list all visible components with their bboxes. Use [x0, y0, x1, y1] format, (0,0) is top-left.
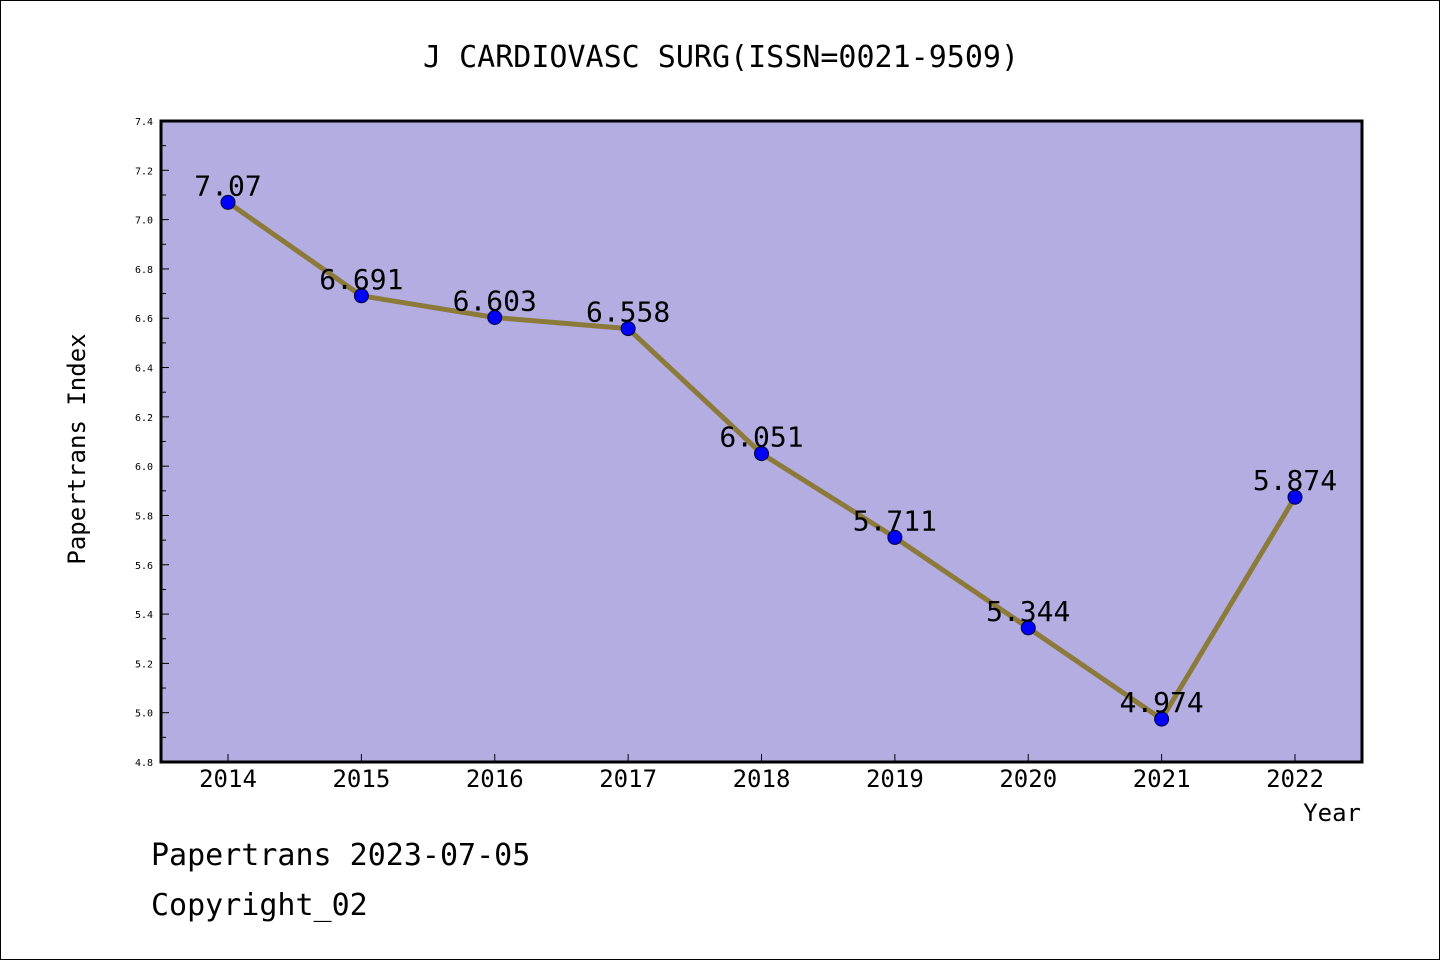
- data-point: [353, 288, 369, 304]
- data-point: [220, 194, 236, 210]
- footer-date: Papertrans 2023-07-05: [151, 838, 530, 873]
- x-tick-label: 2017: [599, 765, 657, 793]
- data-label: 5.874: [1253, 464, 1337, 497]
- data-label: 6.558: [586, 296, 670, 329]
- data-label: 6.051: [719, 421, 803, 454]
- data-point: [754, 446, 769, 462]
- x-tick-label: 2019: [866, 765, 924, 793]
- y-tick-label: 7.2: [135, 166, 153, 177]
- data-point: [887, 529, 903, 545]
- y-tick-label: 5.4: [135, 610, 153, 621]
- data-label: 5.711: [853, 504, 937, 537]
- data-markers: [220, 194, 1303, 727]
- y-tick-label: 6.2: [135, 413, 153, 424]
- y-axis-label: Papertrans Index: [63, 333, 91, 564]
- x-tick-labels: 2014 2015 2016 2017 2018 2019 2020 2021 2022: [199, 765, 1324, 793]
- y-tick-label: 6.0: [135, 462, 153, 473]
- y-tick-label: 5.2: [135, 659, 153, 670]
- y-tick-label: 4.8: [135, 758, 153, 769]
- y-tick-label: 5.8: [135, 511, 153, 522]
- y-tick-label: 5.0: [135, 709, 153, 720]
- x-tick-label: 2021: [1133, 765, 1191, 793]
- data-label: 6.691: [319, 263, 403, 296]
- data-point: [487, 309, 503, 325]
- x-tick-label: 2022: [1266, 765, 1324, 793]
- y-tick-label: 7.0: [135, 216, 153, 227]
- x-tick-label: 2014: [199, 765, 257, 793]
- data-label: 6.603: [453, 284, 537, 317]
- x-axis-label: Year: [1303, 799, 1361, 827]
- y-tick-label: 6.4: [135, 364, 153, 375]
- plot-area: [161, 121, 1362, 762]
- y-tick-labels: 4.8 5.0 5.2 5.4 5.6 5.8 6.0 6.2 6.4 6.6 6.8 7.0 7.2 7…: [135, 117, 153, 769]
- data-point: [1287, 489, 1303, 505]
- y-tick-label: 7.4: [135, 117, 153, 128]
- x-tick-label: 2018: [733, 765, 791, 793]
- data-point: [1020, 620, 1036, 636]
- y-tick-label: 6.6: [135, 314, 153, 325]
- x-tick-label: 2020: [999, 765, 1057, 793]
- footer-copyright: Copyright_02: [151, 888, 368, 923]
- x-tick-label: 2015: [332, 765, 390, 793]
- x-tick-label: 2016: [466, 765, 524, 793]
- plot-border: [159, 119, 1364, 764]
- data-label: 5.344: [986, 595, 1070, 628]
- data-label: 7.07: [194, 169, 261, 202]
- data-point: [620, 321, 636, 337]
- data-label: 4.974: [1119, 686, 1203, 719]
- y-tick-label: 6.8: [135, 265, 153, 276]
- data-point: [1154, 711, 1170, 727]
- data-labels: 7.07 6.691 6.603 6.558 6.051 5.711 5.344 4.974 5…: [194, 169, 1337, 719]
- y-tick-label: 5.6: [135, 561, 153, 572]
- chart-title: J CARDIOVASC SURG(ISSN=0021-9509): [423, 40, 1019, 75]
